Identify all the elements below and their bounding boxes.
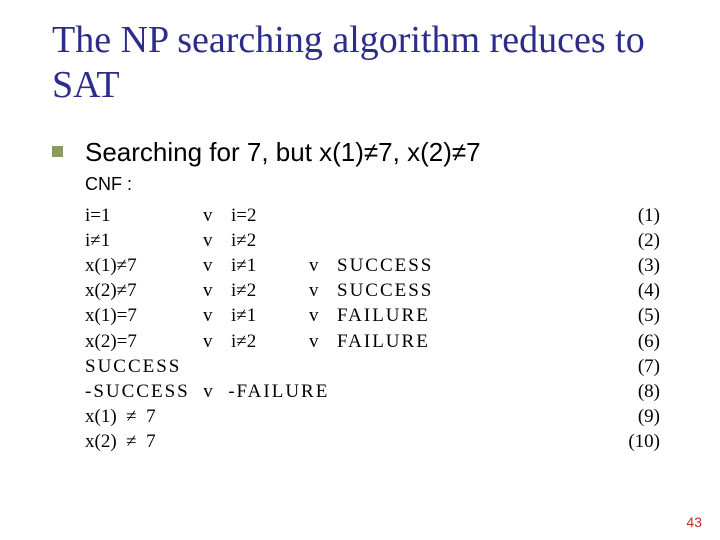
formula-row-number: (9): [638, 404, 660, 429]
formula-row-number: (1): [638, 203, 660, 228]
formula-cell: x(1)≠7: [85, 253, 203, 278]
cnf-label: CNF :: [85, 174, 668, 195]
formula-cell: v: [203, 329, 231, 354]
formula-row: x(2)=7vi≠2vFAILURE(6): [85, 329, 668, 354]
formula-row-number: (2): [638, 228, 660, 253]
formula-block: i=1vi=2(1)i≠1vi≠2(2)x(1)≠7vi≠1vSUCCESS(3…: [85, 203, 668, 454]
formula-cell: v: [203, 228, 231, 253]
formula-cell: v: [309, 329, 337, 354]
formula-row: -SUCCESS v -FAILURE (8): [85, 379, 668, 404]
formula-cell: v: [203, 203, 231, 228]
formula-cell: i≠2: [231, 228, 309, 253]
formula-cell: v: [203, 278, 231, 303]
formula-cell: i≠1: [231, 303, 309, 328]
formula-row: x(1)≠7vi≠1vSUCCESS(3): [85, 253, 668, 278]
formula-cell: FAILURE: [337, 303, 497, 328]
formula-cell: -SUCCESS v -FAILURE: [85, 379, 329, 404]
formula-cell: i=1: [85, 203, 203, 228]
formula-cell: i=2: [231, 203, 309, 228]
formula-row-number: (5): [638, 303, 660, 328]
square-bullet-icon: [52, 146, 63, 157]
formula-row: SUCCESS (7): [85, 354, 668, 379]
formula-row-number: (6): [638, 329, 660, 354]
formula-cell: v: [203, 253, 231, 278]
formula-cell: x(2)=7: [85, 329, 203, 354]
formula-row: x(1)=7vi≠1vFAILURE(5): [85, 303, 668, 328]
formula-row: x(2)≠7vi≠2vSUCCESS(4): [85, 278, 668, 303]
formula-cell: v: [309, 303, 337, 328]
formula-cell: v: [203, 303, 231, 328]
formula-cell: i≠2: [231, 329, 309, 354]
formula-cell: FAILURE: [337, 329, 497, 354]
formula-cell: v: [309, 253, 337, 278]
formula-cell: x(2)≠7: [85, 278, 203, 303]
formula-row: i≠1vi≠2 (2): [85, 228, 668, 253]
formula-row-number: (10): [628, 429, 660, 454]
formula-cell: i≠1: [85, 228, 203, 253]
bullet-text: Searching for 7, but x(1)≠7, x(2)≠7: [85, 136, 481, 169]
formula-row-number: (8): [638, 379, 660, 404]
formula-row-number: (7): [638, 354, 660, 379]
formula-cell: SUCCESS: [85, 354, 203, 379]
formula-cell: SUCCESS: [337, 278, 497, 303]
formula-cell: i≠1: [231, 253, 309, 278]
bullet-item: Searching for 7, but x(1)≠7, x(2)≠7: [52, 136, 668, 169]
formula-row: i=1vi=2 (1): [85, 203, 668, 228]
formula-cell: SUCCESS: [337, 253, 497, 278]
formula-cell: x(1)=7: [85, 303, 203, 328]
formula-cell: i≠2: [231, 278, 309, 303]
formula-cell: x(2) ≠ 7: [85, 429, 156, 454]
formula-row-number: (4): [638, 278, 660, 303]
formula-row: x(2) ≠ 7 (10): [85, 429, 668, 454]
formula-row-number: (3): [638, 253, 660, 278]
page-number: 43: [686, 514, 702, 530]
formula-cell: x(1) ≠ 7: [85, 404, 156, 429]
slide-title: The NP searching algorithm reduces to SA…: [52, 18, 668, 108]
formula-row: x(1) ≠ 7 (9): [85, 404, 668, 429]
formula-cell: v: [309, 278, 337, 303]
